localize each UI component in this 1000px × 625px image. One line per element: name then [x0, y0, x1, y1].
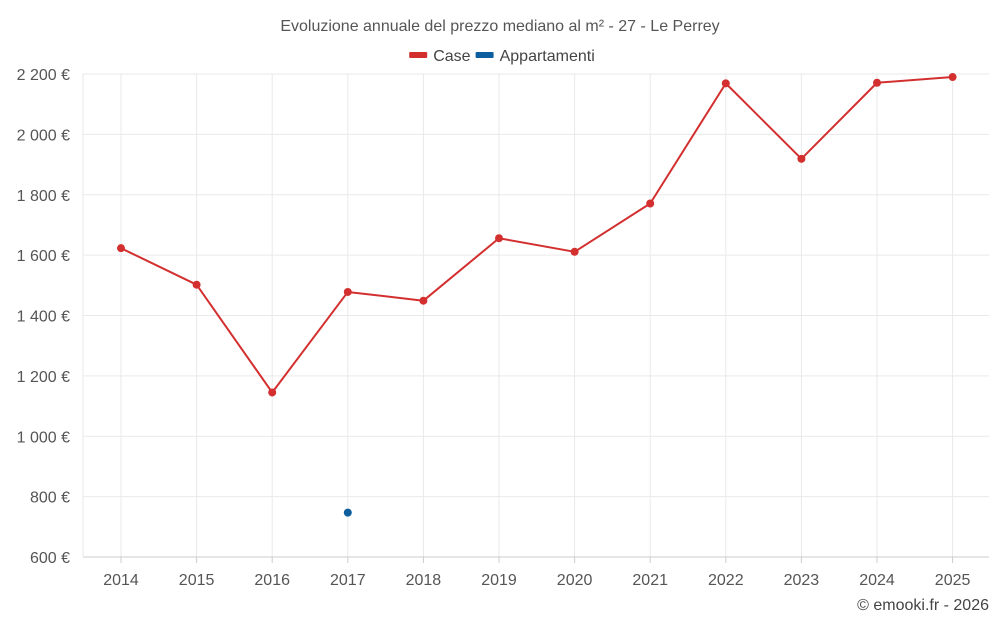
grid-lines [83, 73, 989, 557]
x-tick-label: 2018 [406, 572, 442, 589]
axes: 600 € 800 € 1 000 € 1 200 € 1 400 € 1 600 € 1 … [17, 67, 989, 589]
x-tick-label: 2024 [859, 572, 895, 589]
y-tick-label: 1 000 € [17, 429, 70, 446]
y-tick-label: 800 € [30, 490, 70, 507]
y-tick-label: 1 800 € [17, 188, 70, 205]
legend-label: Appartamenti [500, 48, 595, 65]
legend-swatch [409, 52, 428, 58]
data-point-case[interactable] [570, 247, 579, 256]
legend-label: Case [433, 48, 470, 65]
x-tick-label: 2021 [632, 572, 668, 589]
data-point-appartamenti[interactable] [343, 508, 352, 517]
series-case [117, 73, 957, 397]
x-tick-label: 2015 [179, 572, 215, 589]
x-tick-label: 2022 [708, 572, 744, 589]
y-tick-label: 2 000 € [17, 127, 70, 144]
y-tick-label: 600 € [30, 550, 70, 567]
series-layer [117, 73, 957, 517]
x-tick-label: 2025 [935, 572, 971, 589]
y-tick-label: 2 200 € [17, 67, 70, 84]
legend-item-appartamenti[interactable]: Appartamenti [475, 48, 595, 65]
legend-swatch [475, 52, 494, 58]
data-point-case[interactable] [873, 78, 881, 87]
data-point-case[interactable] [192, 280, 201, 289]
legend[interactable]: Case Appartamenti [409, 48, 595, 65]
data-point-case[interactable] [495, 234, 503, 243]
x-tick-label: 2019 [481, 572, 517, 589]
y-tick-label: 1 600 € [17, 248, 70, 265]
x-tick-label: 2020 [557, 572, 593, 589]
y-tick-label: 1 200 € [17, 369, 70, 386]
data-point-case[interactable] [721, 79, 730, 88]
data-point-case[interactable] [948, 73, 957, 82]
data-point-case[interactable] [343, 287, 352, 296]
x-tick-label: 2017 [330, 572, 366, 589]
series-appartamenti [343, 508, 352, 517]
data-point-case[interactable] [419, 296, 428, 305]
data-point-case[interactable] [797, 154, 806, 163]
legend-item-case[interactable]: Case [409, 48, 471, 65]
data-point-case[interactable] [268, 388, 277, 397]
data-point-case[interactable] [117, 244, 125, 253]
chart-title: Evoluzione annuale del prezzo mediano al… [280, 18, 719, 35]
credit-text: © emooki.fr - 2026 [857, 597, 989, 614]
x-tick-label: 2016 [254, 572, 290, 589]
series-line-case [120, 76, 953, 394]
x-tick-label: 2023 [784, 572, 820, 589]
y-tick-label: 1 400 € [17, 309, 70, 326]
x-tick-label: 2014 [103, 572, 139, 589]
data-point-case[interactable] [646, 199, 655, 208]
